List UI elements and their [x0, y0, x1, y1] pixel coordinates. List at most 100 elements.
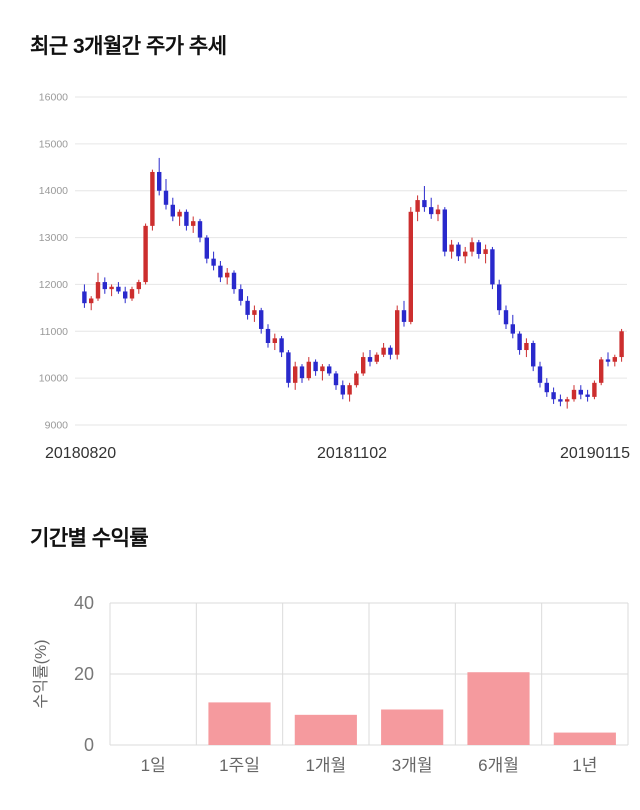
candle	[95, 272, 101, 301]
x-axis-label-start: 20180820	[45, 445, 117, 462]
candle	[102, 277, 107, 294]
candle	[408, 207, 413, 325]
candle	[265, 324, 271, 348]
x-axis-label-end: 20190115	[560, 445, 630, 462]
candle	[463, 246, 468, 264]
candle	[510, 314, 515, 339]
candle	[565, 396, 570, 409]
candle	[531, 340, 536, 372]
candle	[313, 359, 318, 376]
candle	[476, 239, 481, 259]
candle	[116, 282, 121, 294]
candle	[197, 218, 203, 243]
candle	[544, 378, 549, 397]
bar	[294, 714, 357, 745]
y-tick-label: 13000	[39, 232, 68, 244]
candle	[163, 179, 169, 210]
candle	[599, 357, 604, 386]
candle	[340, 380, 345, 400]
candle	[306, 357, 311, 381]
candle	[293, 361, 298, 390]
returns-bar-chart: 0 20 40 1일 1주일 1개월 3개월 6개월 1년 수익률(%)	[32, 595, 629, 775]
candle	[245, 296, 250, 320]
candle	[333, 371, 339, 390]
x-category-label: 1주일	[219, 756, 260, 775]
candle	[374, 352, 379, 365]
candle	[592, 380, 597, 400]
candle	[231, 270, 237, 294]
price-candlestick-chart: 9000 10000 11000 12000 13000 14000 15000 16000	[39, 92, 627, 432]
y-tick-label: 12000	[39, 279, 68, 291]
candle	[497, 279, 502, 315]
candle	[524, 338, 529, 358]
candle	[449, 239, 454, 259]
candle	[218, 261, 223, 283]
candle	[279, 335, 284, 358]
x-category-label: 1일	[141, 756, 166, 775]
candle	[327, 364, 332, 376]
y-tick-label: 16000	[39, 92, 68, 104]
candle	[225, 268, 230, 285]
candle	[537, 361, 543, 388]
candle	[558, 394, 563, 407]
candle	[252, 305, 257, 322]
price-chart-title: 최근 3개월간 주가 추세	[30, 35, 227, 58]
bar	[208, 702, 271, 745]
candle	[238, 284, 243, 306]
candle	[177, 209, 182, 226]
x-category-label: 1개월	[305, 756, 346, 775]
candle	[578, 385, 583, 400]
y-tick-label: 40	[74, 595, 94, 613]
candle	[143, 223, 148, 285]
x-axis-label-middle: 20181102	[317, 445, 387, 462]
y-tick-label: 15000	[39, 138, 68, 150]
candle	[490, 246, 495, 290]
candle	[367, 350, 373, 367]
candle	[129, 286, 135, 301]
y-tick-label: 10000	[39, 373, 68, 385]
candle	[204, 235, 209, 264]
candle	[157, 157, 162, 196]
candle	[259, 307, 264, 334]
candle	[299, 364, 305, 383]
candle	[191, 216, 196, 233]
candle	[109, 284, 114, 297]
candle	[320, 364, 325, 381]
bar	[553, 732, 616, 745]
candle	[585, 389, 590, 402]
x-category-label: 3개월	[392, 756, 433, 775]
x-category-label: 6개월	[478, 756, 519, 775]
candle	[401, 300, 407, 327]
candle	[442, 207, 447, 257]
candle	[435, 204, 441, 222]
y-tick-label: 9000	[45, 420, 69, 432]
candle	[503, 305, 509, 329]
candle	[286, 350, 291, 388]
candle	[612, 354, 617, 367]
candle	[272, 333, 277, 351]
candle	[415, 195, 420, 222]
candle	[517, 331, 522, 355]
candle	[123, 286, 128, 304]
candle	[89, 296, 94, 311]
candle	[469, 237, 475, 257]
y-tick-label: 20	[74, 664, 94, 684]
candle	[354, 371, 359, 388]
candle	[136, 279, 141, 294]
candle	[184, 209, 189, 231]
candle	[605, 352, 611, 367]
candle	[551, 387, 556, 404]
bar	[467, 672, 530, 745]
candle	[422, 186, 427, 212]
price-chart-x-axis: 20180820 20181102 20190115	[0, 445, 640, 467]
candle	[456, 242, 461, 261]
candle	[619, 328, 624, 362]
y-axis-label: 수익률(%)	[32, 639, 50, 708]
candle	[170, 197, 175, 222]
candle	[395, 305, 400, 360]
x-category-label: 1년	[572, 756, 597, 775]
candle	[429, 197, 434, 219]
candle	[361, 352, 366, 376]
candle	[347, 382, 352, 402]
candle	[211, 251, 216, 271]
